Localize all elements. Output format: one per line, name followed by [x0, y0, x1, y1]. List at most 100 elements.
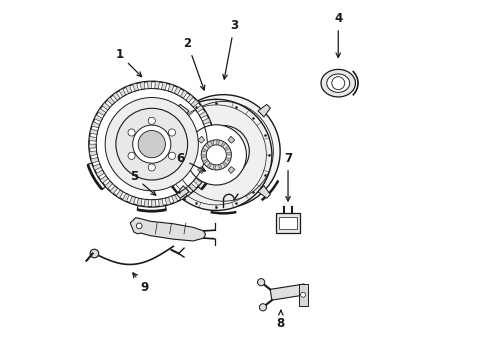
Circle shape [201, 140, 231, 170]
Polygon shape [228, 136, 235, 143]
Circle shape [186, 125, 246, 185]
Polygon shape [201, 167, 209, 173]
Text: 9: 9 [133, 273, 148, 294]
Polygon shape [217, 140, 220, 145]
Bar [279, 217, 297, 229]
Polygon shape [168, 84, 174, 92]
Circle shape [167, 95, 280, 208]
Polygon shape [196, 105, 203, 113]
Polygon shape [116, 190, 123, 198]
Polygon shape [258, 186, 270, 198]
Polygon shape [172, 195, 178, 203]
Polygon shape [197, 167, 205, 174]
Polygon shape [110, 186, 118, 194]
Circle shape [332, 77, 344, 90]
Circle shape [300, 292, 306, 297]
Text: 5: 5 [130, 170, 156, 195]
Polygon shape [203, 159, 208, 164]
Bar [276, 213, 300, 233]
Polygon shape [210, 140, 214, 146]
Polygon shape [155, 81, 159, 89]
Polygon shape [96, 170, 104, 177]
Circle shape [89, 81, 215, 207]
Circle shape [161, 99, 272, 211]
Text: 8: 8 [277, 310, 285, 330]
Text: 1: 1 [116, 48, 142, 77]
Polygon shape [197, 172, 206, 180]
Polygon shape [186, 95, 194, 103]
Polygon shape [100, 176, 108, 183]
Polygon shape [183, 188, 191, 196]
Circle shape [90, 249, 98, 258]
Polygon shape [130, 218, 205, 241]
Polygon shape [176, 186, 189, 198]
Text: 3: 3 [223, 19, 238, 79]
Circle shape [116, 108, 188, 180]
Text: 2: 2 [184, 37, 205, 90]
Polygon shape [189, 183, 196, 191]
Polygon shape [202, 148, 207, 152]
Polygon shape [202, 118, 210, 125]
Polygon shape [107, 97, 115, 105]
Polygon shape [152, 199, 156, 207]
Circle shape [169, 152, 175, 159]
Polygon shape [158, 199, 164, 206]
Text: 7: 7 [284, 152, 292, 201]
Polygon shape [221, 141, 226, 147]
Polygon shape [105, 181, 113, 189]
Polygon shape [119, 89, 126, 97]
Circle shape [219, 146, 229, 157]
Polygon shape [165, 197, 171, 205]
Polygon shape [205, 143, 210, 148]
Polygon shape [199, 111, 207, 118]
Text: 4: 4 [334, 12, 343, 58]
Polygon shape [93, 164, 101, 170]
Polygon shape [89, 144, 97, 148]
Polygon shape [219, 164, 222, 170]
Polygon shape [270, 284, 306, 300]
Polygon shape [90, 129, 98, 134]
Circle shape [105, 98, 198, 191]
Polygon shape [207, 140, 215, 144]
Polygon shape [205, 125, 213, 131]
Polygon shape [125, 85, 132, 94]
Circle shape [259, 304, 267, 311]
Polygon shape [204, 160, 212, 166]
Circle shape [148, 164, 155, 171]
Circle shape [258, 279, 265, 286]
Polygon shape [122, 193, 129, 202]
Circle shape [136, 223, 142, 229]
Polygon shape [327, 74, 350, 93]
Polygon shape [207, 163, 212, 168]
Polygon shape [98, 108, 106, 116]
Circle shape [128, 129, 135, 136]
Polygon shape [91, 157, 99, 163]
Polygon shape [226, 152, 231, 155]
Polygon shape [213, 165, 216, 170]
Polygon shape [90, 151, 97, 156]
Polygon shape [144, 199, 149, 207]
Polygon shape [140, 82, 145, 90]
Circle shape [206, 145, 226, 165]
Polygon shape [89, 136, 97, 141]
Polygon shape [176, 104, 189, 117]
Polygon shape [137, 198, 142, 206]
Circle shape [169, 129, 175, 136]
Polygon shape [113, 93, 120, 100]
Polygon shape [180, 90, 187, 98]
Polygon shape [174, 87, 181, 95]
Polygon shape [206, 132, 214, 138]
Polygon shape [201, 155, 206, 158]
Circle shape [128, 152, 135, 159]
Polygon shape [177, 192, 185, 200]
Polygon shape [129, 196, 136, 204]
Polygon shape [225, 158, 231, 161]
Text: 6: 6 [176, 152, 205, 171]
Polygon shape [197, 136, 205, 143]
Circle shape [148, 117, 155, 125]
Polygon shape [92, 122, 100, 128]
Circle shape [133, 125, 171, 163]
Polygon shape [161, 82, 167, 90]
Polygon shape [191, 99, 199, 107]
Polygon shape [206, 154, 214, 159]
